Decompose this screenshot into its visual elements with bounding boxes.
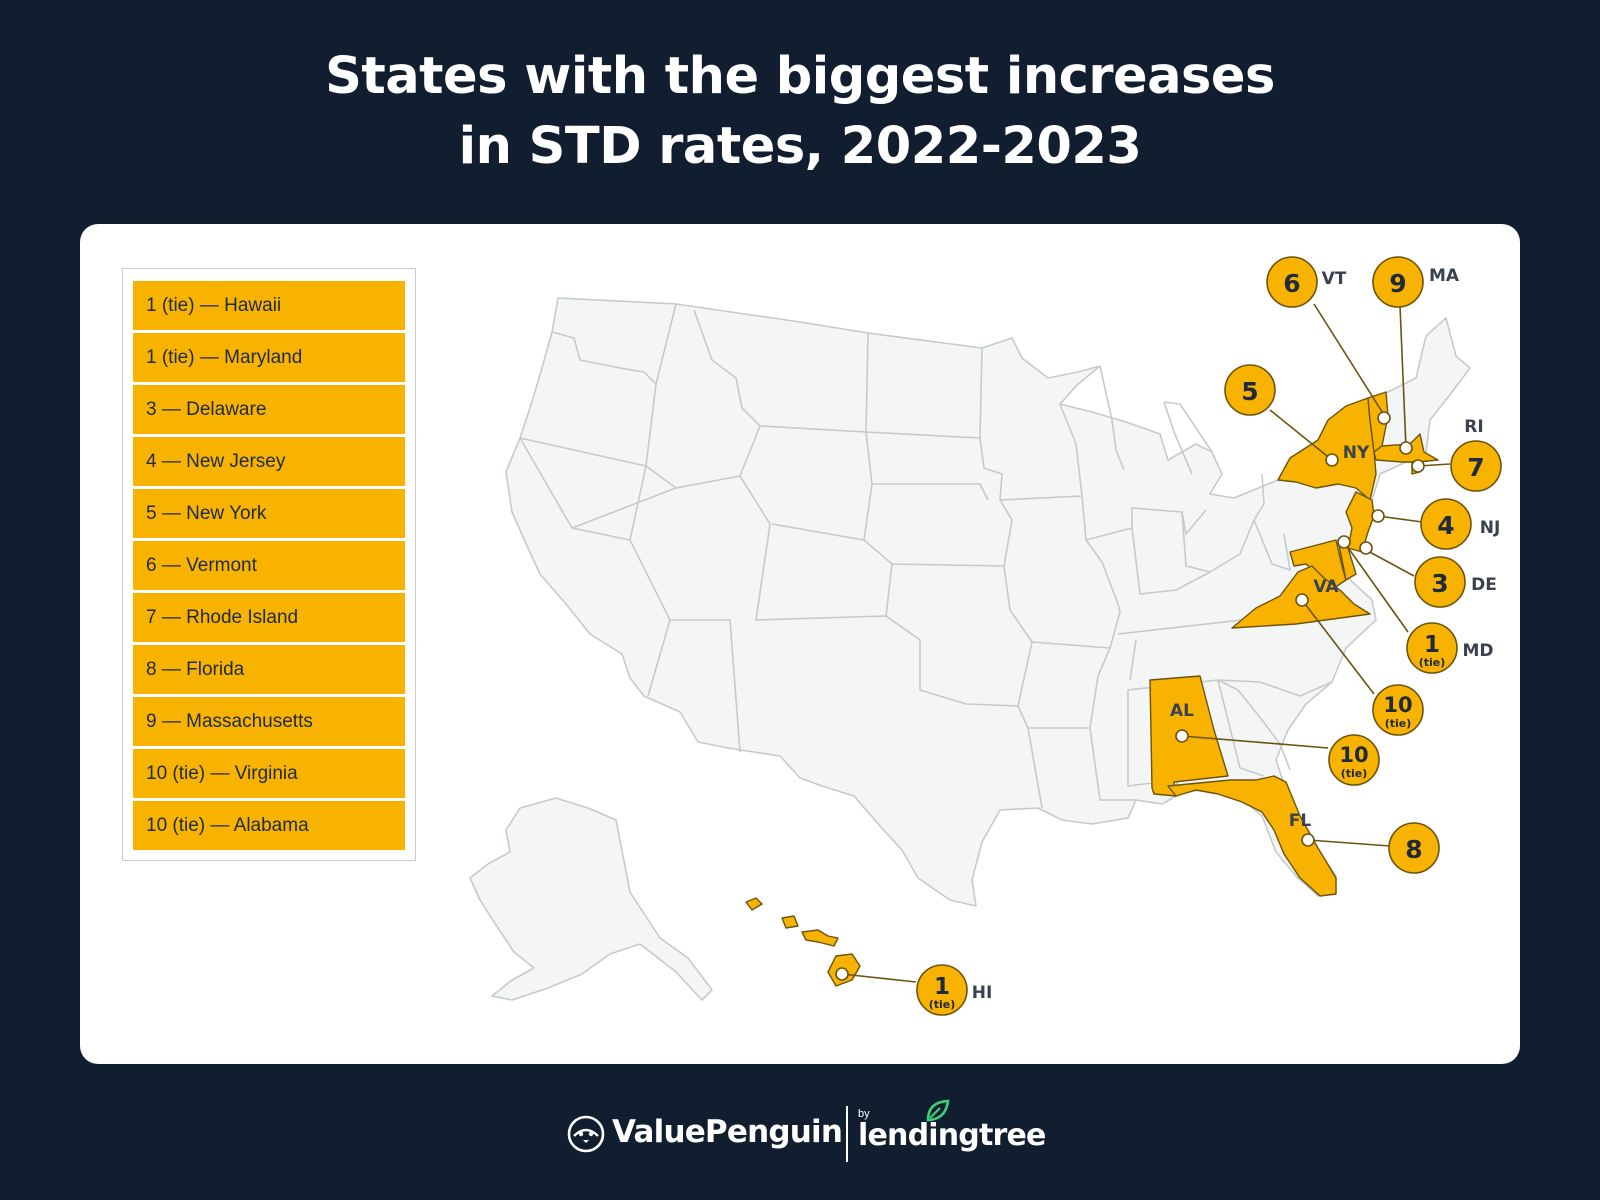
legend-item: 10 (tie) — Alabama — [133, 801, 405, 850]
legend-item: 1 (tie) — Maryland — [133, 333, 405, 382]
dot-de — [1359, 541, 1373, 555]
legend-item: 6 — Vermont — [133, 541, 405, 590]
marker-nj: 4 NJ — [1420, 498, 1501, 550]
valuepenguin-wordmark: ValuePenguin — [612, 1114, 843, 1150]
marker-rank: 10 — [1339, 743, 1368, 767]
hawaii-island-maui-molokai — [801, 929, 839, 947]
page-title: States with the biggest increases in STD… — [0, 42, 1600, 182]
marker-sub: (tie) — [929, 998, 956, 1011]
marker-de: 3 DE — [1414, 556, 1497, 608]
marker-state: RI — [1464, 417, 1483, 437]
marker-sub: (tie) — [1341, 767, 1368, 780]
marker-rank: 4 — [1437, 511, 1454, 540]
dot-nj — [1371, 509, 1385, 523]
dot-hi — [835, 967, 849, 981]
marker-va: 10 (tie) VA — [1313, 577, 1424, 736]
dot-va — [1295, 593, 1309, 607]
legend-item: 1 (tie) — Hawaii — [133, 281, 405, 330]
lendingtree-wordmark: lendingtree — [858, 1118, 1046, 1153]
legend-item: 9 — Massachusetts — [133, 697, 405, 746]
marker-sub: (tie) — [1385, 717, 1412, 730]
leader-al — [1181, 735, 1329, 749]
marker-state: MD — [1462, 641, 1493, 661]
marker-state: VA — [1313, 577, 1339, 597]
marker-rank: 5 — [1241, 377, 1258, 406]
marker-state: NY — [1343, 443, 1370, 463]
legend-item: 8 — Florida — [133, 645, 405, 694]
marker-rank: 9 — [1389, 269, 1406, 298]
marker-vt: 6 VT — [1266, 256, 1347, 308]
marker-rank: 6 — [1283, 269, 1300, 298]
marker-state: DE — [1471, 575, 1497, 595]
marker-rank: 1 — [934, 974, 950, 1000]
legend-item: 3 — Delaware — [133, 385, 405, 434]
hawaii-island-oahu — [781, 915, 799, 929]
marker-state: FL — [1289, 811, 1312, 831]
leader-de — [1365, 549, 1415, 577]
rank-legend: 1 (tie) — Hawaii 1 (tie) — Maryland 3 — … — [122, 268, 416, 861]
marker-state: VT — [1322, 269, 1347, 289]
marker-md: 1 (tie) MD — [1406, 622, 1494, 674]
leader-ny — [1269, 409, 1333, 461]
dot-md — [1337, 535, 1351, 549]
marker-al: 10 (tie) AL — [1170, 701, 1380, 786]
hawaii-island-kauai — [745, 897, 763, 911]
leader-md — [1343, 541, 1409, 633]
marker-rank: 8 — [1405, 835, 1422, 864]
marker-rank: 10 — [1383, 693, 1412, 717]
leader-vt — [1313, 303, 1387, 419]
marker-state: MA — [1429, 266, 1460, 286]
marker-rank: 3 — [1431, 569, 1448, 598]
title-line-1: States with the biggest increases — [325, 47, 1275, 106]
brand-by-label: by — [858, 1108, 870, 1120]
marker-ny: 5 NY — [1224, 364, 1370, 463]
marker-sub: (tie) — [1419, 656, 1446, 669]
leader-va — [1301, 599, 1375, 695]
legend-item: 10 (tie) — Virginia — [133, 749, 405, 798]
legend-item: 7 — Rhode Island — [133, 593, 405, 642]
marker-fl: 8 FL — [1289, 811, 1440, 874]
leader-ma — [1399, 305, 1407, 449]
leader-nj — [1377, 515, 1423, 523]
leaf-logo-icon — [926, 1099, 950, 1122]
footer-branding: ValuePenguin by lendingtree — [0, 1099, 1600, 1164]
dot-ma — [1399, 441, 1413, 455]
marker-state: HI — [972, 983, 993, 1003]
legend-item: 4 — New Jersey — [133, 437, 405, 486]
marker-ma: 9 MA — [1372, 256, 1460, 308]
alaska-outline — [469, 797, 713, 1001]
dot-ny — [1325, 453, 1339, 467]
dot-fl — [1301, 833, 1315, 847]
marker-state: NJ — [1480, 518, 1501, 538]
dot-vt — [1377, 411, 1391, 425]
brand-divider — [846, 1106, 848, 1162]
marker-state: AL — [1170, 701, 1194, 721]
marker-rank: 7 — [1467, 453, 1484, 482]
leader-hi — [841, 973, 917, 983]
dot-ri — [1411, 459, 1425, 473]
penguin-logo-icon — [567, 1115, 605, 1153]
marker-ri: 7 RI — [1450, 417, 1502, 492]
legend-item: 5 — New York — [133, 489, 405, 538]
marker-rank: 1 — [1424, 632, 1440, 658]
florida-shape — [1167, 775, 1337, 897]
dot-al — [1175, 729, 1189, 743]
title-line-2: in STD rates, 2022-2023 — [458, 117, 1142, 176]
marker-hi: 1 (tie) HI — [916, 964, 993, 1016]
leader-fl — [1307, 839, 1391, 847]
